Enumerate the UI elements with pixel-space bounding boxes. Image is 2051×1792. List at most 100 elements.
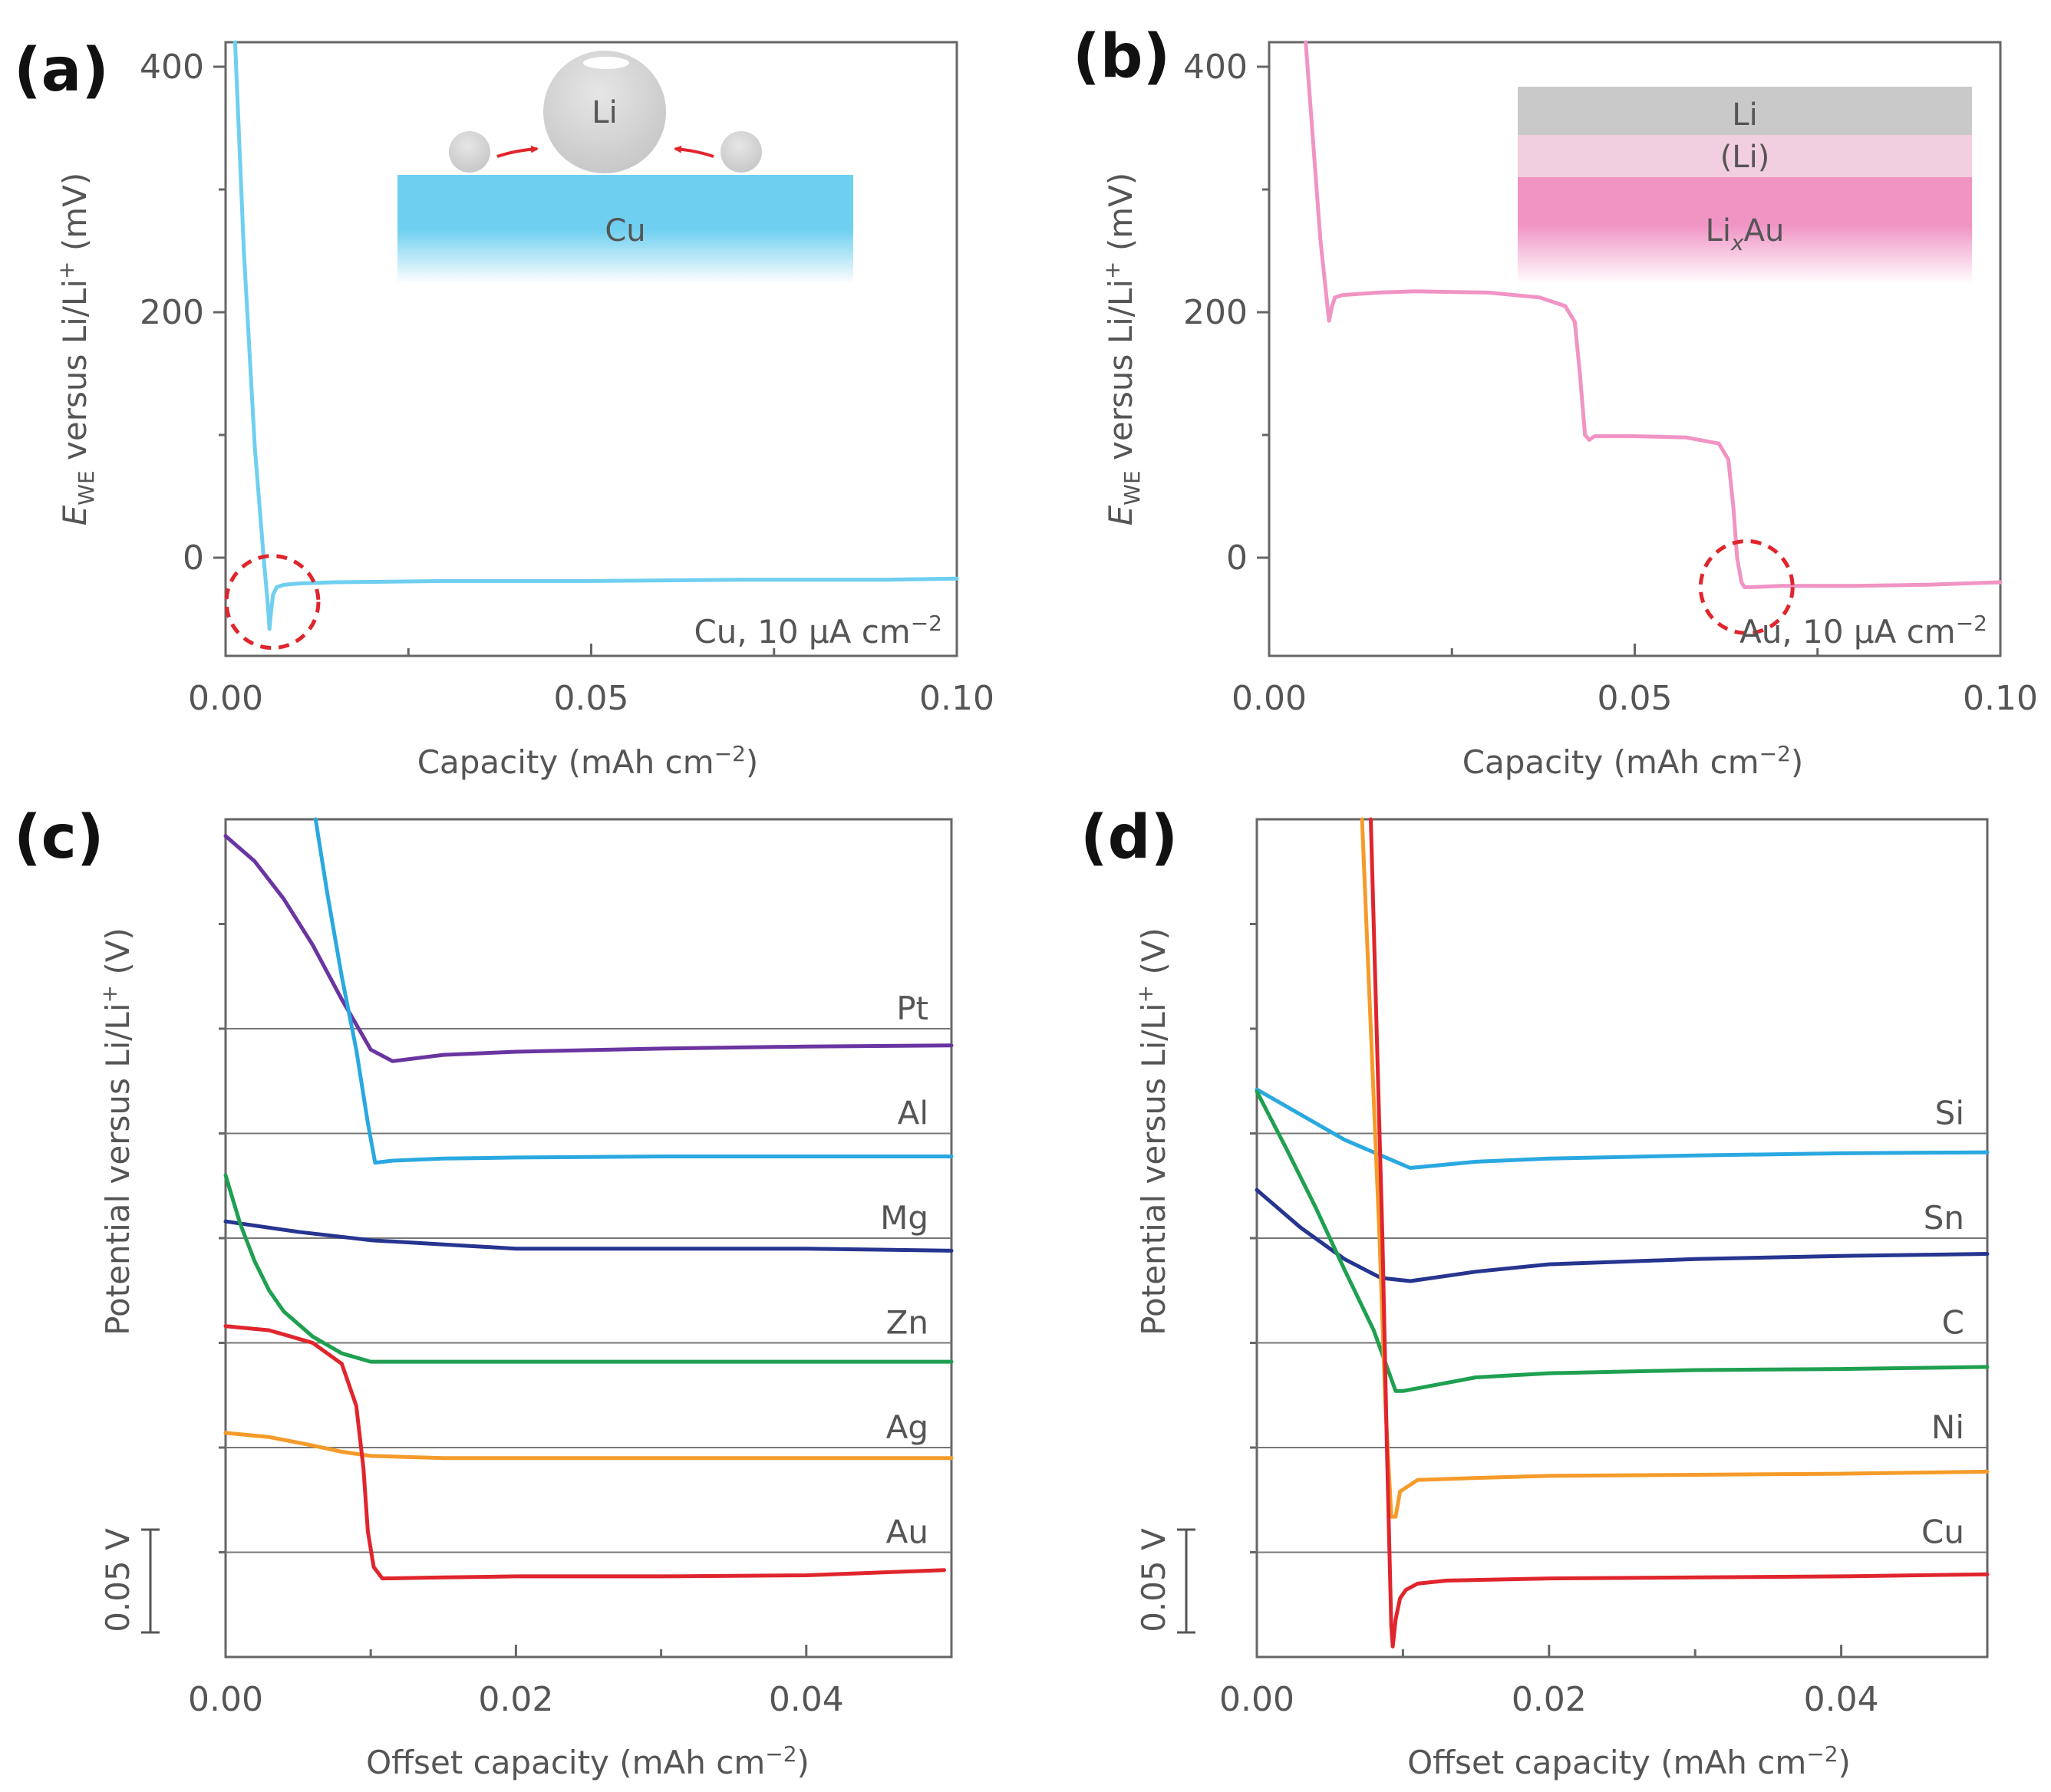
ylabel-versus: versus Li/Li: [56, 279, 94, 470]
panel-a-annotation: Cu, 10 μA cm−2: [694, 611, 942, 651]
xlabel-text: Offset capacity (mAh cm: [366, 1744, 765, 1781]
xlabel-text: Capacity (mAh cm: [417, 743, 714, 781]
small-sphere-right-icon: [720, 131, 762, 173]
ylabel-plus: +: [54, 262, 79, 279]
highlight-circle: [1698, 539, 1795, 635]
inset-lixau-label: LixAu: [1706, 213, 1785, 255]
inset-substrate-label: Cu: [605, 213, 645, 249]
annotation-text: Au, 10 μA cm: [1739, 613, 1956, 651]
ylabel-unit: (mV): [56, 173, 94, 262]
series-label-pt: Pt: [896, 990, 928, 1027]
panel-label-d: (d): [1080, 803, 1178, 872]
li-layer: [1518, 87, 1972, 135]
x-tick-label: 0.00: [1219, 1680, 1294, 1719]
x-tick-label: 0.05: [1598, 679, 1673, 718]
plot-d: 0.00 0.02 0.04 Si Sn C Ni Cu: [1219, 817, 1990, 1719]
panel-b-xlabel: Capacity (mAh cm−2): [1462, 741, 1804, 781]
inset-li-paren-label: (Li): [1720, 140, 1770, 175]
highlight-circle: [224, 554, 321, 651]
ylabel-text: Potential versus Li/Li: [1135, 1003, 1172, 1335]
xlabel-sup: −2: [714, 741, 746, 766]
li-sphere-icon: [543, 51, 666, 173]
series-line-zn: [223, 1173, 954, 1364]
lixau-layer: [1518, 177, 1972, 284]
series-line-c: [1255, 1089, 1990, 1393]
inset-sphere-label: Li: [592, 95, 617, 130]
xlabel-text: Capacity (mAh cm: [1462, 743, 1759, 781]
x-tick-label: 0.05: [554, 679, 629, 718]
lixau-li: Li: [1706, 213, 1731, 249]
series-label-c: C: [1942, 1304, 1964, 1342]
ylabel-e: E: [1102, 505, 1139, 525]
xlabel-text: Offset capacity (mAh cm: [1407, 1744, 1806, 1781]
series-line-al: [313, 817, 954, 1165]
annotation-text: Cu, 10 μA cm: [694, 613, 910, 651]
panel-c-ylabel: Potential versus Li/Li+ (V): [97, 927, 137, 1336]
series-line-au: [1304, 40, 2003, 589]
x-tick-label: 0.04: [1804, 1680, 1879, 1719]
panel-d-scale-label: 0.05 V: [1135, 1528, 1172, 1632]
series-line-cu: [232, 40, 959, 631]
panel-b-annotation: Au, 10 μA cm−2: [1739, 611, 1987, 651]
series-label-cu: Cu: [1921, 1514, 1964, 1551]
series-line-mg: [223, 1219, 954, 1253]
annotation-sup: −2: [1956, 611, 1987, 636]
xlabel-end: ): [1838, 1744, 1851, 1781]
ylabel-unit: (mV): [1102, 173, 1139, 262]
panel-label-a: (a): [14, 36, 109, 105]
x-tick-label: 0.04: [769, 1680, 844, 1719]
series-label-mg: Mg: [880, 1199, 928, 1237]
x-tick-label: 0.10: [1963, 679, 2038, 718]
panel-c: (c) 0.00 0.02 0.04 Pt Al Mg Zn Ag Au Potential v…: [14, 803, 954, 1781]
ylabel-we: WE: [74, 470, 99, 505]
xlabel-end: ): [746, 743, 758, 781]
lixau-au: Au: [1744, 213, 1785, 249]
ylabel-text: Potential versus Li/Li: [99, 1003, 137, 1335]
panel-label-b: (b): [1073, 22, 1170, 91]
x-tick-label: 0.00: [188, 1680, 263, 1719]
series-label-au: Au: [886, 1514, 928, 1551]
lixau-x: x: [1730, 230, 1744, 255]
panel-a-ylabel: EWE versus Li/Li+ (mV): [54, 173, 99, 526]
inset-li-label: Li: [1732, 97, 1757, 133]
xlabel-sup: −2: [765, 1741, 796, 1767]
x-tick-label: 0.10: [919, 679, 994, 718]
annotation-sup: −2: [911, 611, 942, 636]
x-tick-label: 0.02: [1512, 1680, 1587, 1719]
panel-b-ylabel: EWE versus Li/Li+ (mV): [1100, 173, 1145, 526]
li-interlayer: [1518, 135, 1972, 177]
panel-a-inset: Cu Li: [397, 51, 853, 284]
sphere-highlight: [583, 57, 629, 69]
series-label-al: Al: [898, 1095, 928, 1132]
cu-substrate: [397, 175, 853, 284]
x-tick-label: 0.02: [478, 1680, 553, 1719]
plot-a: 0.00 0.05 0.10 0 200 400: [140, 40, 994, 718]
x-tick-label: 0.00: [1232, 679, 1307, 718]
ylabel-we: WE: [1119, 470, 1145, 505]
panel-d-xlabel: Offset capacity (mAh cm−2): [1407, 1741, 1851, 1781]
panel-label-c: (c): [14, 803, 104, 872]
series-label-sn: Sn: [1924, 1199, 1964, 1237]
series-line-ag: [223, 1431, 954, 1461]
series-line-au: [223, 1324, 946, 1581]
series-line-pt: [223, 834, 954, 1063]
arrow-right-icon: [496, 145, 539, 158]
small-sphere-left-icon: [449, 131, 490, 173]
series-label-ni: Ni: [1931, 1408, 1964, 1446]
panel-c-xlabel: Offset capacity (mAh cm−2): [366, 1741, 810, 1781]
panel-a-xlabel: Capacity (mAh cm−2): [417, 741, 759, 781]
ylabel-plus: +: [1100, 262, 1125, 279]
y-tick-label: 0: [183, 539, 204, 578]
plot-b: 0.00 0.05 0.10 0 200 400: [1183, 40, 2038, 718]
ylabel-e: E: [56, 505, 94, 525]
series-label-zn: Zn: [886, 1304, 928, 1342]
y-tick-label: 400: [140, 48, 204, 87]
xlabel-sup: −2: [1806, 1741, 1838, 1767]
xlabel-sup: −2: [1759, 741, 1791, 766]
panel-a: (a) Cu Li 0.00 0.05 0.10 0 200 400 EWE versus…: [14, 36, 994, 781]
y-tick-label: 200: [1183, 293, 1248, 332]
series-label-ag: Ag: [886, 1408, 928, 1446]
panel-d: (d) 0.00 0.02 0.04 Si Sn C Ni Cu Potential vers…: [1080, 803, 1990, 1781]
